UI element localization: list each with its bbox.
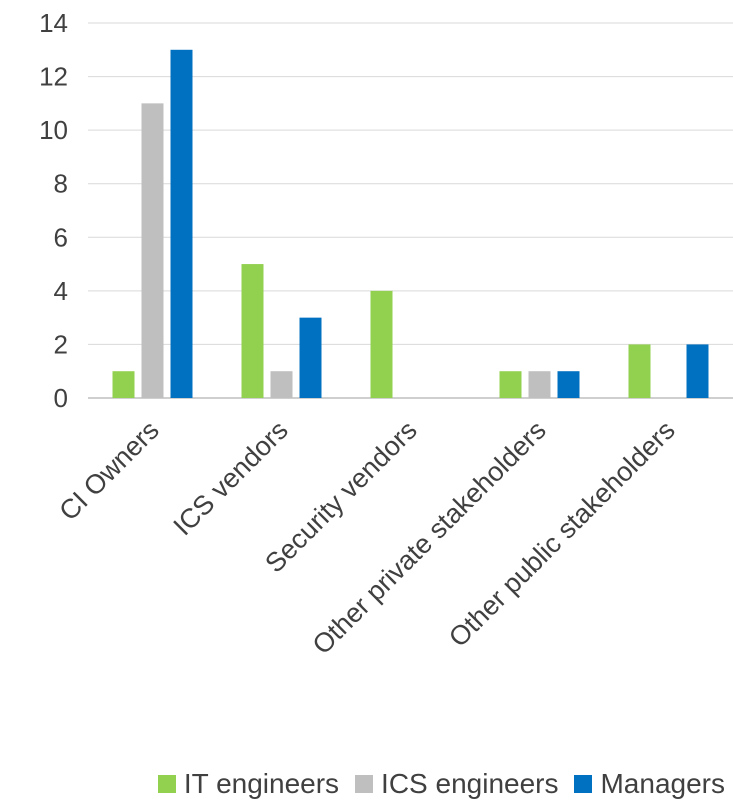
x-tick-label-ics-vendors: ICS vendors — [167, 415, 293, 541]
legend-item-managers: Managers — [574, 770, 725, 798]
legend-swatch-it-engineers — [157, 775, 176, 793]
legend-item-ics-engineers: ICS engineers — [355, 770, 558, 798]
legend-label-it-engineers: IT engineers — [183, 768, 340, 799]
bar-other-private-stakeholders-ics-engineers — [528, 371, 551, 398]
legend-label-managers: Managers — [600, 768, 725, 799]
y-tick-label-6: 6 — [54, 222, 68, 252]
y-tick-label-12: 12 — [39, 62, 68, 92]
bar-ics-vendors-ics-engineers — [270, 371, 293, 398]
gridlines — [88, 22, 733, 399]
y-tick-label-0: 0 — [54, 383, 68, 413]
bars — [112, 49, 709, 399]
bar-other-public-stakeholders-it-engineers — [628, 344, 651, 398]
bar-ics-vendors-managers — [299, 317, 322, 398]
bar-other-public-stakeholders-managers — [686, 344, 709, 398]
y-tick-label-8: 8 — [54, 169, 68, 199]
legend-item-it-engineers: IT engineers — [157, 768, 340, 799]
bar-other-private-stakeholders-managers — [557, 371, 580, 398]
bar-ci-owners-managers — [170, 49, 193, 399]
y-tick-label-4: 4 — [54, 276, 68, 306]
y-axis-ticks: 0 2 4 6 8 10 12 14 — [39, 8, 68, 413]
bar-other-private-stakeholders-it-engineers — [499, 371, 522, 398]
bar-ci-owners-ics-engineers — [141, 103, 164, 398]
legend-label-ics-engineers: ICS engineers — [381, 768, 559, 799]
legend-swatch-managers — [574, 775, 593, 793]
bar-ci-owners-it-engineers — [112, 371, 135, 398]
x-tick-label-other-public-stakeholders: Other public stakeholders — [443, 415, 681, 653]
x-tick-label-other-private-stakeholders: Other private stakeholders — [307, 415, 552, 660]
legend: IT engineers ICS engineers Managers — [0, 764, 733, 804]
bar-ics-vendors-it-engineers — [241, 264, 264, 398]
y-tick-label-2: 2 — [54, 329, 68, 359]
bar-security-vendors-it-engineers — [370, 290, 393, 398]
legend-swatch-ics-engineers — [355, 775, 374, 793]
y-tick-label-10: 10 — [39, 115, 68, 145]
x-tick-label-ci-owners: CI Owners — [53, 415, 164, 526]
y-tick-label-14: 14 — [39, 8, 68, 38]
